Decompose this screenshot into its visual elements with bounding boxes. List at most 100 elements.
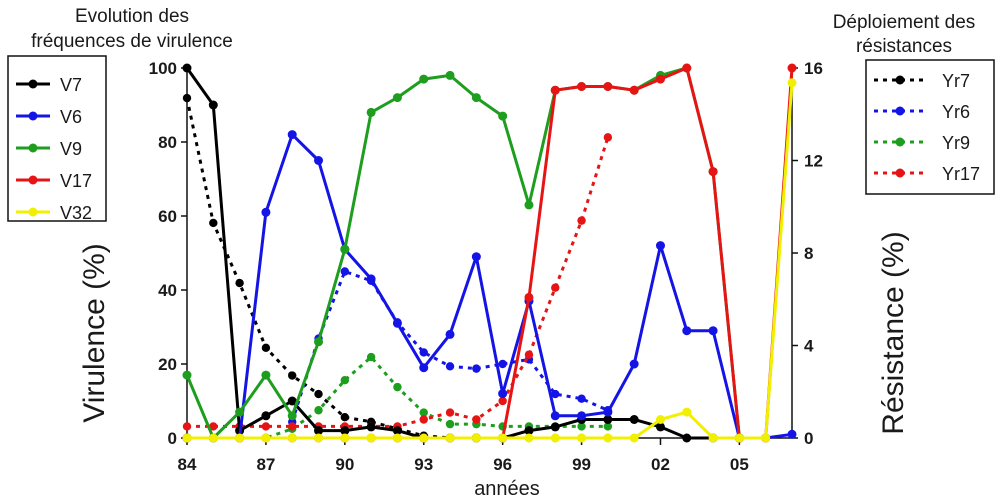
resistance-point-Yr7 bbox=[182, 93, 192, 103]
virulence-point-V7 bbox=[366, 422, 376, 432]
virulence-point-V6 bbox=[629, 359, 639, 369]
virulence-point-V7 bbox=[261, 411, 271, 421]
resistance-point-Yr17 bbox=[182, 422, 192, 431]
x-tick-label: 96 bbox=[493, 455, 512, 474]
x-tick-label: 93 bbox=[414, 455, 433, 474]
virulence-point-V9 bbox=[261, 370, 271, 380]
legend-label-V17: V17 bbox=[60, 171, 92, 191]
resistance-point-Yr7 bbox=[288, 371, 297, 380]
virulence-point-V32 bbox=[445, 433, 455, 443]
virulence-point-V7 bbox=[524, 426, 534, 436]
virulence-point-V32 bbox=[314, 433, 324, 443]
virulence-point-V6 bbox=[550, 411, 560, 421]
legend-label-V32: V32 bbox=[60, 203, 92, 223]
resistance-point-Yr6 bbox=[472, 364, 481, 373]
virulence-point-V7 bbox=[182, 63, 192, 73]
resistance-point-Yr17 bbox=[261, 422, 271, 431]
virulence-point-V9 bbox=[235, 407, 245, 417]
x-tick-label: 05 bbox=[730, 455, 749, 474]
virulence-point-V9 bbox=[182, 370, 192, 380]
virulence-point-V32 bbox=[682, 407, 692, 417]
legend-label-V7: V7 bbox=[60, 75, 82, 95]
virulence-point-V9 bbox=[498, 111, 508, 121]
virulence-point-V6 bbox=[708, 326, 718, 336]
y-right-tick-label: 12 bbox=[804, 152, 823, 171]
resistance-point-Yr7 bbox=[340, 412, 350, 422]
virulence-point-V9 bbox=[392, 93, 402, 103]
virulence-point-V17 bbox=[603, 82, 613, 91]
virulence-point-V17 bbox=[629, 85, 639, 95]
legend-label-V9: V9 bbox=[60, 139, 82, 159]
virulence-point-V9 bbox=[340, 244, 350, 254]
right-title-line-2: résistances bbox=[856, 36, 952, 57]
virulence-point-V17 bbox=[787, 63, 797, 73]
legend-resistance: Yr7 Yr6 Yr9 Yr17 bbox=[865, 59, 995, 195]
y-left-tick-label: 60 bbox=[158, 207, 177, 226]
virulence-point-V7 bbox=[655, 422, 665, 432]
resistance-point-Yr7 bbox=[209, 218, 218, 228]
virulence-point-V17 bbox=[682, 63, 692, 73]
resistance-point-Yr7 bbox=[314, 389, 323, 399]
virulence-point-V17 bbox=[524, 292, 534, 302]
resistance-point-Yr9 bbox=[603, 422, 613, 431]
virulence-series-V6 bbox=[182, 130, 797, 443]
virulence-line-V9 bbox=[185, 66, 741, 440]
resistance-point-Yr6 bbox=[498, 359, 507, 369]
virulence-point-V32 bbox=[655, 415, 665, 424]
y-right-tick-label: 8 bbox=[804, 244, 813, 263]
virulence-point-V6 bbox=[603, 407, 613, 417]
legend-marker-V7 bbox=[28, 79, 38, 89]
y-axis-left-label: Virulence (%) bbox=[78, 243, 111, 423]
virulence-point-V6 bbox=[577, 411, 587, 421]
virulence-point-V7 bbox=[629, 415, 639, 424]
resistance-point-Yr6 bbox=[445, 362, 455, 371]
virulence-point-V7 bbox=[392, 426, 402, 436]
virulence-point-V7 bbox=[287, 396, 297, 406]
y-right-tick-label: 4 bbox=[804, 337, 814, 356]
resistance-point-Yr17 bbox=[551, 283, 560, 292]
virulence-point-V32 bbox=[182, 433, 192, 443]
resistance-series-Yr6 bbox=[288, 267, 613, 427]
y-right-tick-label: 0 bbox=[804, 429, 813, 448]
resistance-point-Yr7 bbox=[235, 278, 244, 288]
virulence-point-V32 bbox=[208, 433, 218, 443]
virulence-point-V9 bbox=[314, 337, 324, 347]
virulence-series-V32 bbox=[182, 78, 797, 443]
virulence-point-V32 bbox=[577, 433, 587, 443]
y-left-tick-label: 20 bbox=[158, 355, 177, 374]
resistance-line-Yr6 bbox=[290, 270, 609, 423]
y-left-tick-label: 0 bbox=[168, 429, 177, 448]
legend-label-Yr17: Yr17 bbox=[942, 164, 980, 184]
y-left-tick-label: 80 bbox=[158, 133, 177, 152]
resistance-point-Yr17 bbox=[603, 133, 613, 142]
virulence-line-V32 bbox=[187, 82, 794, 440]
virulence-point-V7 bbox=[314, 426, 324, 436]
y-left-tick-label: 100 bbox=[149, 59, 177, 78]
resistance-point-Yr9 bbox=[577, 422, 586, 431]
resistance-point-Yr6 bbox=[340, 267, 350, 276]
virulence-point-V32 bbox=[708, 433, 718, 443]
virulence-point-V9 bbox=[524, 200, 534, 210]
virulence-point-V6 bbox=[787, 429, 797, 439]
virulence-point-V32 bbox=[366, 433, 376, 443]
virulence-point-V32 bbox=[392, 433, 402, 443]
virulence-point-V6 bbox=[287, 130, 297, 140]
virulence-point-V6 bbox=[392, 318, 402, 328]
virulence-point-V6 bbox=[419, 363, 429, 373]
virulence-point-V32 bbox=[340, 433, 350, 443]
right-title-line-1: Déploiement des bbox=[833, 12, 976, 33]
virulence-point-V9 bbox=[445, 70, 455, 80]
legend-marker-V9 bbox=[28, 143, 38, 153]
virulence-point-V17 bbox=[577, 82, 587, 91]
x-axis-label: années bbox=[474, 478, 540, 500]
virulence-point-V32 bbox=[419, 433, 429, 443]
resistance-point-Yr17 bbox=[288, 422, 297, 431]
legend-marker-Yr6 bbox=[895, 106, 905, 116]
resistance-point-Yr17 bbox=[524, 350, 534, 359]
left-title-line-2: fréquences de virulence bbox=[31, 31, 233, 52]
resistance-point-Yr9 bbox=[419, 408, 428, 417]
y-left-tick-label: 40 bbox=[158, 281, 177, 300]
virulence-point-V17 bbox=[550, 85, 560, 95]
legend-marker-V17 bbox=[28, 175, 38, 185]
legend-label-Yr9: Yr9 bbox=[942, 133, 970, 153]
